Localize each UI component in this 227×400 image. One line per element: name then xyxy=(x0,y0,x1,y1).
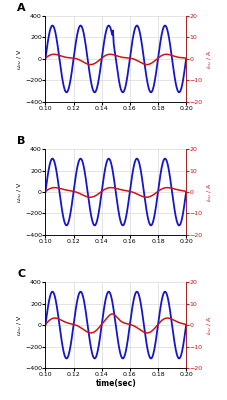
Y-axis label: $i_{ou}$ / A: $i_{ou}$ / A xyxy=(205,49,214,69)
X-axis label: time(sec): time(sec) xyxy=(95,378,136,388)
Y-axis label: $i_{ou}$ / A: $i_{ou}$ / A xyxy=(205,315,214,335)
Y-axis label: $i_{ou}$ / A: $i_{ou}$ / A xyxy=(205,182,214,202)
Text: C: C xyxy=(17,269,25,279)
Y-axis label: $u_{ou}$ / V: $u_{ou}$ / V xyxy=(15,48,24,70)
Y-axis label: $u_{ou}$ / V: $u_{ou}$ / V xyxy=(15,314,24,336)
Text: B: B xyxy=(17,136,26,146)
Y-axis label: $u_{ou}$ / V: $u_{ou}$ / V xyxy=(15,181,24,203)
Text: A: A xyxy=(17,2,26,12)
